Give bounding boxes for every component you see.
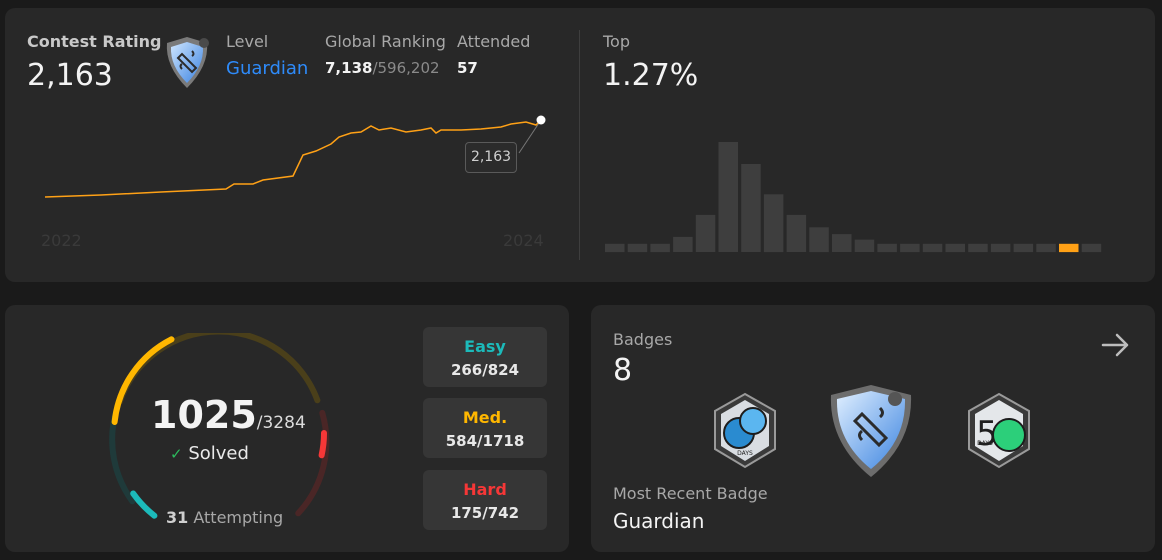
chart-year-end: 2024 bbox=[503, 231, 544, 250]
easy-value: 266/824 bbox=[450, 361, 520, 379]
histogram-bar[interactable] bbox=[718, 142, 739, 252]
rating-line bbox=[44, 119, 542, 198]
histogram-bar[interactable] bbox=[809, 227, 829, 253]
badges-label: Badges bbox=[613, 330, 673, 349]
easy-progress-arc bbox=[130, 490, 158, 519]
difficulty-hard[interactable]: Hard 175/742 bbox=[423, 470, 547, 530]
badges-card: Badges 8 DAYS 5 DAYS Most Recent B bbox=[591, 305, 1155, 552]
rating-history-chart[interactable] bbox=[41, 108, 551, 213]
latest-rating-point[interactable] bbox=[536, 115, 546, 125]
difficulty-easy[interactable]: Easy 266/824 bbox=[423, 327, 547, 387]
histogram-bar[interactable] bbox=[968, 243, 988, 253]
medium-value: 584/1718 bbox=[445, 432, 525, 450]
histogram-bar[interactable] bbox=[786, 214, 807, 252]
tooltip-connector bbox=[518, 119, 542, 154]
card-divider bbox=[579, 30, 580, 260]
histogram-bar[interactable] bbox=[1013, 243, 1034, 253]
histogram-bar-current[interactable] bbox=[1059, 243, 1079, 253]
histogram-bar[interactable] bbox=[990, 243, 1011, 253]
arrow-right-icon[interactable] bbox=[1099, 328, 1133, 362]
histogram-bar[interactable] bbox=[650, 243, 670, 253]
histogram-bar[interactable] bbox=[922, 243, 943, 253]
attempting-count: 31 bbox=[166, 508, 189, 527]
top-percentage: 1.27% bbox=[603, 58, 699, 93]
histogram-bar[interactable] bbox=[854, 239, 875, 252]
fifty-days-number: 5 bbox=[976, 414, 998, 454]
global-rank-total: /596,202 bbox=[372, 59, 440, 77]
histogram-bar[interactable] bbox=[877, 243, 897, 253]
solved-count: 1025/3284 bbox=[151, 393, 306, 437]
medium-label: Med. bbox=[462, 408, 508, 427]
recent-badge-label: Most Recent Badge bbox=[613, 484, 768, 503]
hard-label: Hard bbox=[463, 480, 507, 499]
difficulty-medium[interactable]: Med. 584/1718 bbox=[423, 398, 547, 458]
histogram-bar[interactable] bbox=[673, 236, 693, 252]
hard-progress-arc bbox=[318, 430, 327, 459]
histogram-bar[interactable] bbox=[900, 243, 920, 253]
level-label: Level bbox=[226, 32, 269, 51]
days-badge-icon[interactable]: DAYS bbox=[709, 391, 781, 471]
histogram-bar[interactable] bbox=[945, 243, 966, 253]
histogram-bar[interactable] bbox=[627, 243, 648, 253]
solved-total: /3284 bbox=[256, 413, 306, 433]
guardian-level-icon[interactable] bbox=[160, 34, 214, 92]
histogram-bar[interactable] bbox=[1036, 243, 1056, 253]
solved-progress-ring[interactable] bbox=[105, 333, 335, 533]
rating-tooltip: 2,163 bbox=[465, 142, 517, 173]
attempting-row: 31 Attempting bbox=[166, 508, 283, 527]
solved-problems-card: 1025/3284 ✓ Solved 31 Attempting Easy 26… bbox=[5, 305, 569, 552]
easy-label: Easy bbox=[464, 337, 506, 356]
global-ranking-label: Global Ranking bbox=[325, 32, 446, 51]
histogram-bar[interactable] bbox=[763, 194, 784, 253]
histogram-bar[interactable] bbox=[1081, 243, 1102, 253]
check-icon: ✓ bbox=[170, 445, 183, 463]
histogram-bar[interactable] bbox=[832, 234, 852, 252]
days-badge-text: DAYS bbox=[737, 450, 753, 457]
top-label: Top bbox=[603, 32, 630, 51]
histogram-bar[interactable] bbox=[741, 164, 761, 252]
fifty-days-text: DAYS bbox=[977, 440, 993, 447]
global-rank: 7,138 bbox=[325, 59, 373, 77]
attended-value: 57 bbox=[457, 59, 478, 77]
medium-progress-arc bbox=[111, 336, 175, 425]
contest-rating-card: Contest Rating 2,163 Level Guardian Glob… bbox=[5, 8, 1155, 282]
solved-label-row: ✓ Solved bbox=[170, 443, 249, 464]
badges-count: 8 bbox=[613, 353, 633, 388]
global-ranking-value: 7,138/596,202 bbox=[325, 59, 440, 77]
contest-rating-label: Contest Rating bbox=[27, 32, 162, 51]
ranking-histogram[interactable] bbox=[605, 118, 1129, 258]
chart-year-start: 2022 bbox=[41, 231, 82, 250]
attempting-label: Attempting bbox=[193, 508, 284, 527]
recent-badge-name: Guardian bbox=[613, 509, 705, 533]
solved-label: Solved bbox=[188, 443, 249, 464]
level-value[interactable]: Guardian bbox=[226, 58, 309, 79]
histogram-bar[interactable] bbox=[605, 243, 625, 253]
histogram-bar[interactable] bbox=[695, 214, 716, 252]
hard-value: 175/742 bbox=[450, 504, 520, 522]
contest-rating-value: 2,163 bbox=[27, 58, 113, 93]
attended-label: Attended bbox=[457, 32, 531, 51]
guardian-badge-icon[interactable] bbox=[825, 381, 917, 481]
fifty-days-badge-icon[interactable]: 5 DAYS bbox=[963, 391, 1035, 471]
solved-number: 1025 bbox=[151, 393, 257, 437]
